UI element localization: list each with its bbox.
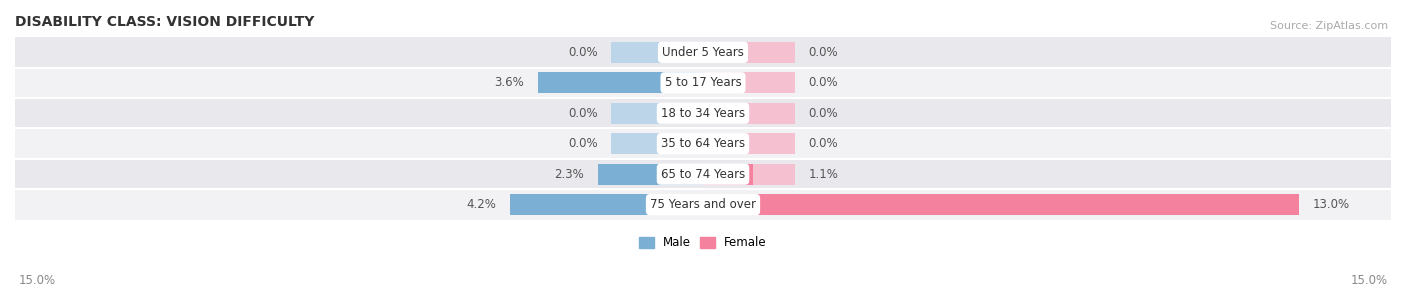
Bar: [538, 73, 703, 93]
Text: 13.0%: 13.0%: [1313, 198, 1350, 211]
Bar: [703, 42, 794, 63]
Text: 0.0%: 0.0%: [568, 107, 598, 120]
Legend: Male, Female: Male, Female: [634, 232, 772, 254]
Bar: [15, 37, 1391, 68]
Text: Under 5 Years: Under 5 Years: [662, 46, 744, 59]
Text: 0.0%: 0.0%: [568, 46, 598, 59]
Text: 15.0%: 15.0%: [18, 274, 55, 287]
Text: DISABILITY CLASS: VISION DIFFICULTY: DISABILITY CLASS: VISION DIFFICULTY: [15, 15, 315, 29]
Text: 75 Years and over: 75 Years and over: [650, 198, 756, 211]
Text: 18 to 34 Years: 18 to 34 Years: [661, 107, 745, 120]
Bar: [612, 133, 703, 154]
Text: 0.0%: 0.0%: [568, 137, 598, 150]
Bar: [703, 103, 794, 124]
Bar: [703, 133, 794, 154]
Bar: [15, 128, 1391, 159]
Text: 0.0%: 0.0%: [808, 76, 838, 89]
Bar: [612, 103, 703, 124]
Bar: [510, 194, 703, 215]
Text: 2.3%: 2.3%: [554, 168, 583, 181]
Text: Source: ZipAtlas.com: Source: ZipAtlas.com: [1270, 21, 1388, 31]
Bar: [598, 164, 703, 185]
Bar: [15, 159, 1391, 189]
Text: 65 to 74 Years: 65 to 74 Years: [661, 168, 745, 181]
Bar: [598, 164, 703, 185]
Text: 0.0%: 0.0%: [808, 107, 838, 120]
Text: 5 to 17 Years: 5 to 17 Years: [665, 76, 741, 89]
Bar: [703, 73, 794, 93]
Bar: [612, 42, 703, 63]
Text: 4.2%: 4.2%: [467, 198, 496, 211]
Text: 0.0%: 0.0%: [808, 46, 838, 59]
Bar: [15, 98, 1391, 128]
Bar: [15, 68, 1391, 98]
Bar: [703, 164, 794, 185]
Bar: [703, 194, 1299, 215]
Bar: [510, 194, 703, 215]
Text: 35 to 64 Years: 35 to 64 Years: [661, 137, 745, 150]
Bar: [703, 194, 1299, 215]
Text: 3.6%: 3.6%: [495, 76, 524, 89]
Bar: [703, 164, 754, 185]
Text: 15.0%: 15.0%: [1351, 274, 1388, 287]
Bar: [15, 189, 1391, 220]
Bar: [538, 73, 703, 93]
Text: 1.1%: 1.1%: [808, 168, 838, 181]
Text: 0.0%: 0.0%: [808, 137, 838, 150]
